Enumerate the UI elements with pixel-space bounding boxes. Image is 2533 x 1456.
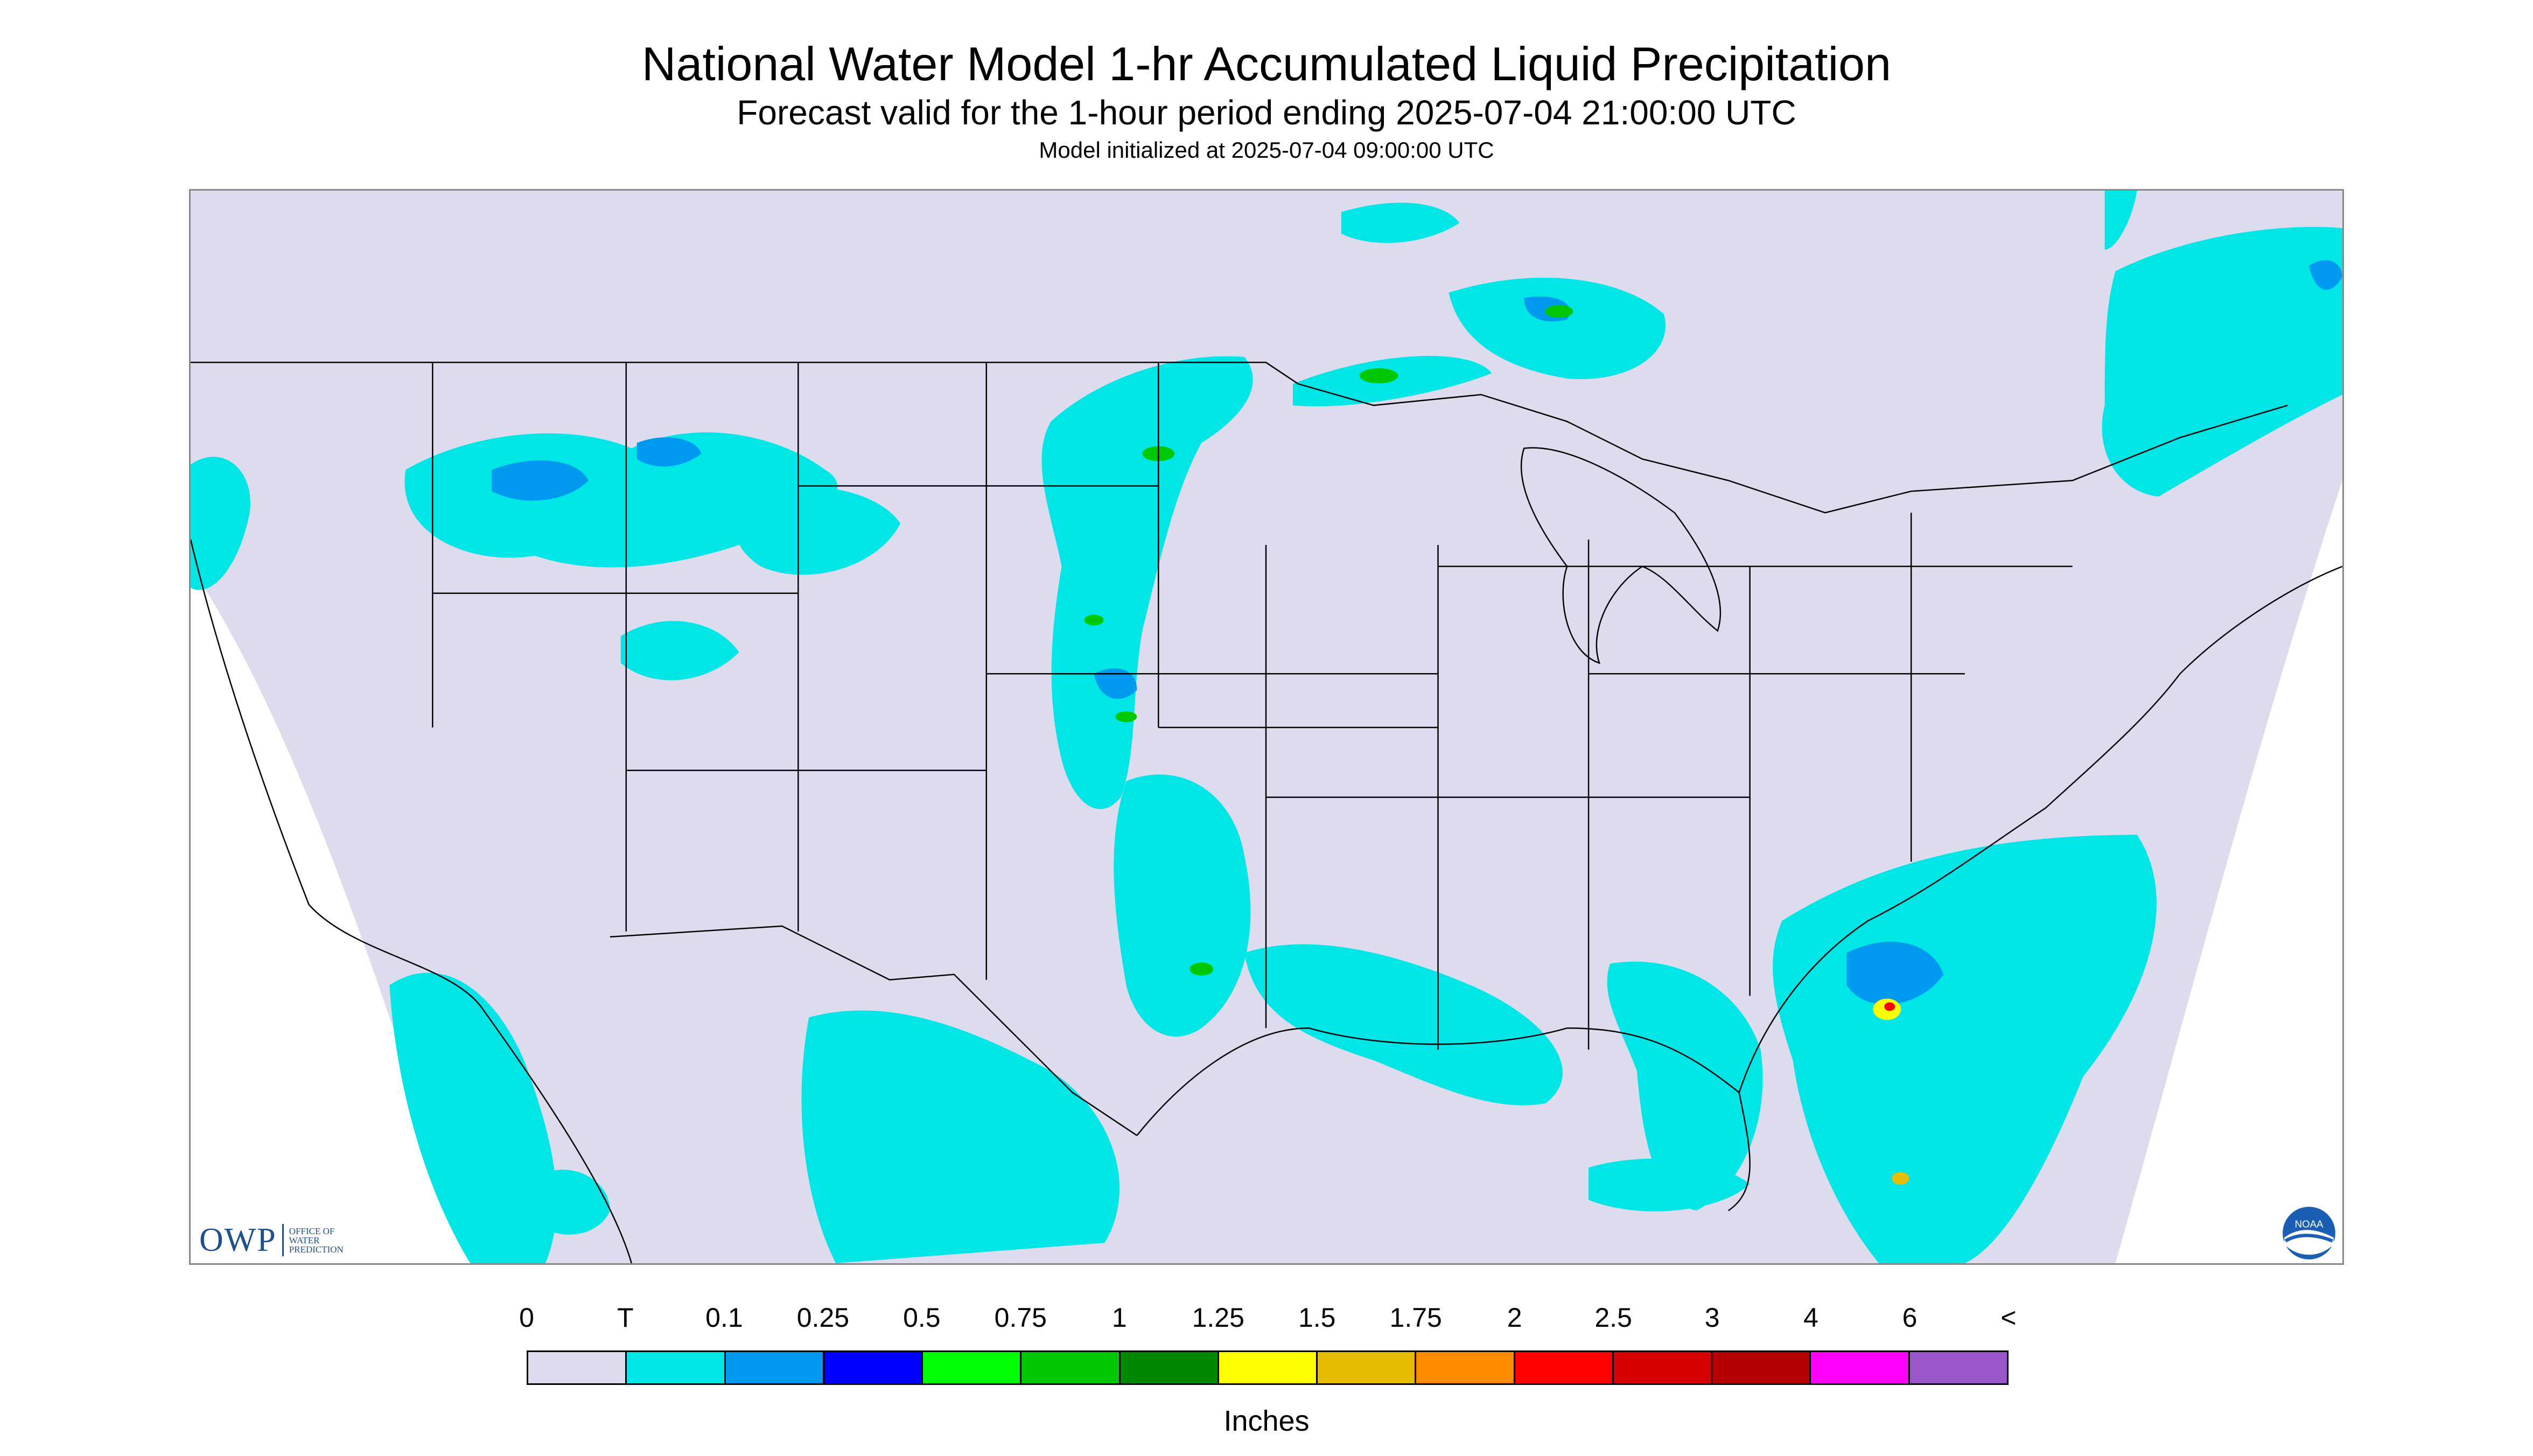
- legend-swatch: [1416, 1352, 1515, 1383]
- legend-swatch: [1021, 1352, 1121, 1383]
- east-coast: [1738, 565, 2342, 1093]
- legend-swatch: [1909, 1352, 2007, 1383]
- legend-swatch: [1613, 1352, 1713, 1383]
- west-coast: [191, 539, 632, 1263]
- precip-area-florida: [1607, 961, 1763, 1211]
- precip-core-atlantic-red: [1884, 1002, 1895, 1011]
- legend-swatch: [627, 1352, 726, 1383]
- legend-swatch: [725, 1352, 824, 1383]
- precip-core-kansas: [1115, 711, 1137, 723]
- legend-tick-label: 1: [1111, 1303, 1127, 1333]
- map-canvas: [191, 191, 2342, 1263]
- state-line-1: [432, 362, 1439, 1050]
- precip-core-sd: [1084, 614, 1104, 626]
- precip-area-southeast-atlantic: [1773, 835, 2157, 1263]
- political-boundaries: [191, 361, 2342, 1263]
- legend-tick-label: 1.5: [1298, 1303, 1336, 1333]
- precip-core-minnesota: [1359, 368, 1398, 383]
- owp-logo: OWP OFFICE OF WATER PREDICTION: [199, 1221, 344, 1259]
- legend-swatch: [1219, 1352, 1318, 1383]
- legend-tick-label: 2: [1507, 1303, 1522, 1333]
- state-line-3: [1438, 513, 2073, 1050]
- gulf-coast: [1136, 1027, 1751, 1212]
- owp-logo-subtext: OFFICE OF WATER PREDICTION: [289, 1227, 344, 1254]
- map-title: National Water Model 1-hr Accumulated Li…: [641, 37, 1892, 90]
- legend-swatch: [528, 1352, 627, 1383]
- legend-units-label: Inches: [1223, 1405, 1310, 1437]
- legend-swatch: [1318, 1352, 1417, 1383]
- legend-swatch: [1120, 1352, 1219, 1383]
- legend-tick-label: 0: [519, 1303, 534, 1333]
- state-line-2: [432, 485, 1965, 798]
- precip-area-plains-line: [1041, 356, 1253, 809]
- precip-core-ontario: [1545, 305, 1573, 318]
- precip-core-atlantic-south: [1892, 1172, 1909, 1185]
- noaa-logo: NOAA: [2282, 1206, 2336, 1261]
- legend-tick-label: 0.5: [903, 1303, 941, 1333]
- precip-area-canada-north: [1341, 202, 1460, 243]
- precip-light-plains: [1094, 668, 1137, 699]
- legend-tick-label: 6: [1902, 1303, 1918, 1333]
- us-canada-border: [191, 361, 2288, 514]
- owp-logo-line1: OFFICE OF: [289, 1226, 335, 1236]
- map-subtitle: Forecast valid for the 1-hour period end…: [737, 93, 1796, 132]
- us-mexico-border: [610, 925, 1138, 1136]
- precip-light-idaho: [492, 460, 589, 501]
- precip-area-gulf-south: [1589, 1158, 1750, 1212]
- precip-area-mexico: [801, 1010, 1119, 1263]
- great-lakes: [1520, 447, 1722, 664]
- precipitation-map: [189, 189, 2344, 1265]
- precip-heavy-cores: [1084, 305, 1909, 1185]
- precip-area-texas-oklahoma: [1114, 774, 1251, 1037]
- precip-light-areas: [492, 260, 2342, 1005]
- legend-swatch: [1515, 1352, 1614, 1383]
- legend-tick-label: 3: [1704, 1303, 1720, 1333]
- precip-area-wyoming: [736, 487, 901, 575]
- precip-area-pacific: [535, 1170, 610, 1235]
- precip-light-canada: [2309, 260, 2342, 290]
- legend-tick-label: 0.25: [796, 1303, 850, 1333]
- precip-trace-areas: [191, 191, 2342, 1263]
- precip-light-atlantic: [1846, 941, 1944, 1005]
- owp-logo-line2: WATER: [289, 1235, 320, 1245]
- legend-swatch: [824, 1352, 923, 1383]
- owp-logo-text: OWP: [199, 1221, 277, 1258]
- precip-light-montana: [636, 437, 702, 467]
- legend-tick-label: 2.5: [1594, 1303, 1632, 1333]
- precip-area-gulf-coast: [1244, 944, 1563, 1105]
- precip-area-new-england: [2102, 227, 2342, 497]
- legend-swatch: [1712, 1352, 1811, 1383]
- owp-logo-line3: PREDICTION: [289, 1244, 344, 1255]
- legend-tick-label: 1.25: [1192, 1303, 1244, 1333]
- legend: 0 T 0.1 0.25 0.5 0.75 1 1.25 1.5 1.75 2 2.5 3 4 6 <: [519, 1292, 2017, 1400]
- legend-color-bar: [527, 1350, 2009, 1385]
- precip-core-texas: [1189, 962, 1214, 976]
- legend-tick-label: <: [2000, 1303, 2017, 1333]
- legend-tick-label: T: [617, 1303, 634, 1333]
- noaa-logo-text: NOAA: [2294, 1219, 2324, 1230]
- legend-tick-label: 0.75: [994, 1303, 1047, 1333]
- legend-tick-label: 1.75: [1389, 1303, 1442, 1333]
- precip-area-idaho-oregon: [191, 457, 250, 590]
- owp-logo-divider: [282, 1224, 284, 1256]
- legend-swatch: [1811, 1352, 1910, 1383]
- precip-area-baja: [389, 972, 557, 1263]
- legend-swatch: [923, 1352, 1022, 1383]
- precip-area-ontario: [1449, 277, 1666, 380]
- precip-area-nova-scotia: [2104, 191, 2137, 250]
- legend-tick-label: 4: [1803, 1303, 1818, 1333]
- precip-area-colorado: [620, 621, 739, 681]
- model-init-text: Model initialized at 2025-07-04 09:00:00…: [1039, 137, 1494, 163]
- legend-tick-label: 0.1: [705, 1303, 743, 1333]
